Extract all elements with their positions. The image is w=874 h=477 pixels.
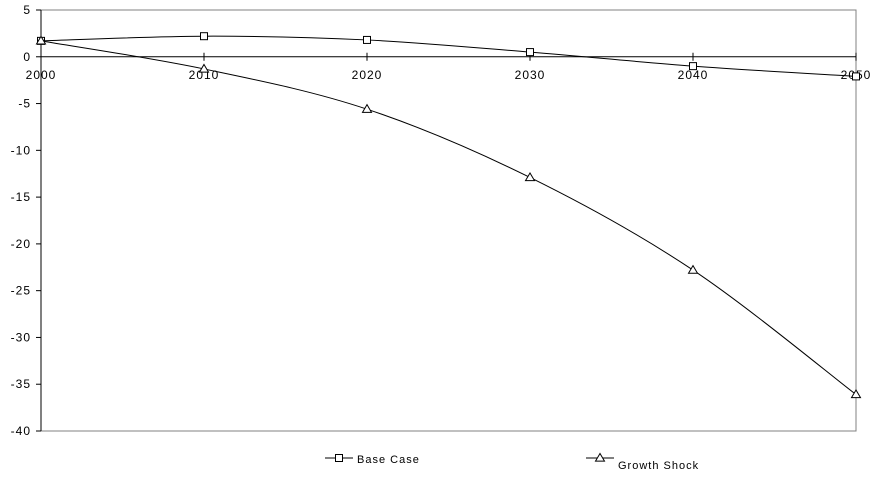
data-point-base-case xyxy=(363,35,371,44)
legend-item-base-case: Base Case xyxy=(325,454,420,466)
y-tick-label: 0 xyxy=(23,50,31,64)
data-point-growth-shock xyxy=(35,35,47,45)
x-tick-label: 2040 xyxy=(678,68,709,82)
y-tick-label: 5 xyxy=(23,3,31,17)
y-tick-label: -30 xyxy=(11,330,31,344)
legend-label: Base Case xyxy=(357,454,420,466)
y-tick-label: -25 xyxy=(11,284,31,298)
data-point-base-case xyxy=(200,32,208,41)
y-tick-label: -40 xyxy=(11,424,31,438)
x-tick-label: 2000 xyxy=(26,68,57,82)
legend-label: Growth Shock xyxy=(618,460,699,472)
y-tick-label: -5 xyxy=(18,97,31,111)
data-point-base-case xyxy=(689,62,697,71)
y-tick-label: -35 xyxy=(11,377,31,391)
legend-marker xyxy=(335,454,343,462)
y-tick-label: -20 xyxy=(11,237,31,251)
y-tick-label: -10 xyxy=(11,143,31,157)
data-point-growth-shock xyxy=(198,63,210,73)
plot-frame xyxy=(40,9,857,432)
legend-marker xyxy=(594,452,606,462)
series-line-base-case xyxy=(40,35,857,77)
data-point-growth-shock xyxy=(361,103,373,113)
data-point-base-case xyxy=(852,72,860,81)
legend-item-growth-shock: Growth Shock xyxy=(586,452,699,472)
series-growth-shock xyxy=(35,35,862,399)
series-line-growth-shock xyxy=(40,40,857,395)
data-point-base-case xyxy=(526,48,534,57)
y-tick-label: -15 xyxy=(11,190,31,204)
x-tick-label: 2020 xyxy=(352,68,383,82)
data-point-growth-shock xyxy=(687,264,699,274)
x-tick-label: 2010 xyxy=(189,68,220,82)
data-point-growth-shock xyxy=(524,171,536,182)
x-tick-label: 2030 xyxy=(515,68,546,82)
data-point-growth-shock xyxy=(850,389,862,399)
